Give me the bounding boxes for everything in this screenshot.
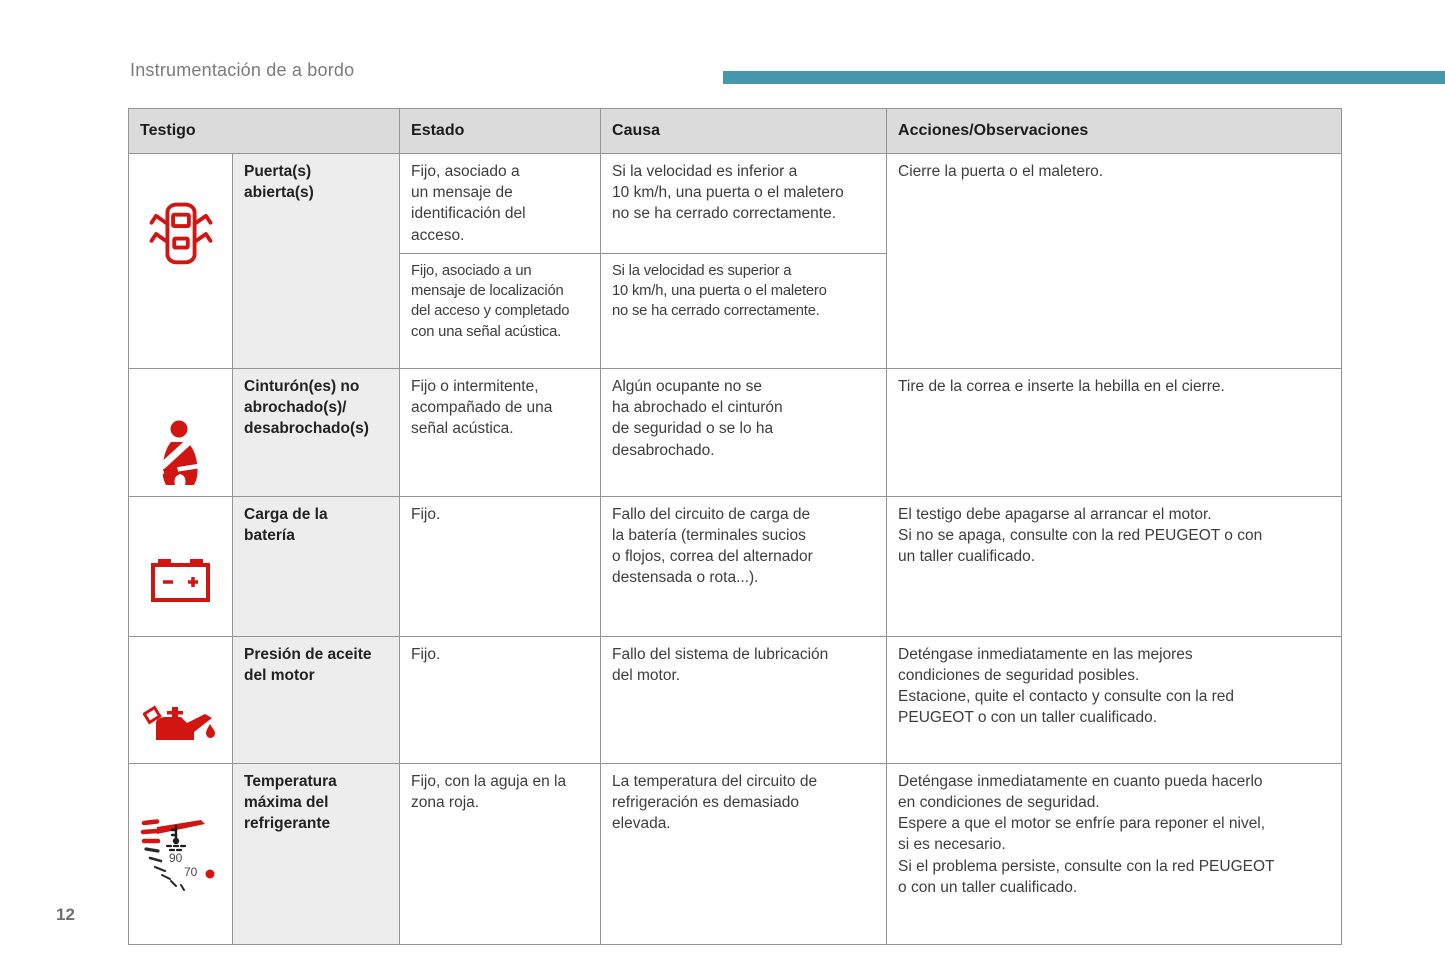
estado-cell: Fijo. xyxy=(399,495,602,637)
column-header-causa: Causa xyxy=(600,108,888,154)
column-header-acciones: Acciones/Observaciones xyxy=(886,108,1343,154)
testigo-icon-cell xyxy=(128,495,233,637)
estado-cell: Fijo o intermitente, acompañado de una s… xyxy=(399,367,602,497)
acciones-cell: Deténgase inmediatamente en cuanto pueda… xyxy=(886,762,1343,945)
gauge-label-90: 90 xyxy=(169,851,183,865)
acciones-cell: El testigo debe apagarse al arrancar el … xyxy=(886,495,1343,637)
table-row-oil: Presión de aceite del motor Fijo. Fallo … xyxy=(128,635,1343,764)
seatbelt-warning-icon xyxy=(153,398,209,495)
acciones-cell: Deténgase inmediatamente en las mejores … xyxy=(886,635,1343,764)
page-number: 12 xyxy=(56,905,75,924)
causa-cell: Fallo del sistema de lubricación del mot… xyxy=(600,635,888,764)
acciones-cell: Tire de la correa e inserte la hebilla e… xyxy=(886,367,1343,497)
table-row-doors-sub: Fijo, asociado a un mensaje de localizac… xyxy=(129,252,1342,369)
oil-pressure-warning-icon xyxy=(141,682,219,755)
causa-cell: Fallo del circuito de carga de la baterí… xyxy=(600,495,888,637)
accent-bar xyxy=(723,71,1445,84)
estado-cell: Fijo. xyxy=(399,635,602,764)
causa-cell: Si la velocidad es inferior a 10 km/h, u… xyxy=(600,153,888,254)
door-open-warning-icon xyxy=(145,179,217,274)
testigo-label: Temperatura máxima del refrigerante xyxy=(231,762,401,945)
testigo-icon-cell xyxy=(128,635,233,764)
table-row-coolant: 90 70 Temperatura máxima del refrigerant… xyxy=(128,762,1343,945)
testigo-label: Presión de aceite del motor xyxy=(231,635,401,764)
column-header-estado: Estado xyxy=(399,108,602,154)
testigo-icon-cell xyxy=(128,367,233,497)
gauge-label-70: 70 xyxy=(184,865,198,879)
causa-cell: La temperatura del circuito de refrigera… xyxy=(600,762,888,945)
causa-cell: Si la velocidad es superior a 10 km/h, u… xyxy=(600,252,888,369)
coolant-temperature-warning-icon: 90 70 xyxy=(139,793,223,900)
estado-cell: Fijo, asociado a un mensaje de localizac… xyxy=(399,252,602,369)
table-row-battery: Carga de la batería Fijo. Fallo del circ… xyxy=(128,495,1343,637)
table-header-row: Testigo Estado Causa Acciones/Observacio… xyxy=(127,108,1343,154)
page-title: Instrumentación de a bordo xyxy=(130,60,355,80)
testigo-label: Carga de la batería xyxy=(231,495,401,637)
testigo-label: Puerta(s) abierta(s) xyxy=(231,153,401,369)
acciones-cell: Cierre la puerta o el maletero. xyxy=(886,153,1343,369)
causa-cell: Algún ocupante no se ha abrochado el cin… xyxy=(600,367,888,497)
battery-charge-warning-icon xyxy=(149,534,213,611)
table-row-doors: Puerta(s) abierta(s) Fijo, asociado a un… xyxy=(128,153,1343,369)
table-row-seatbelt: Cinturón(es) no abrochado(s)/ desabrocha… xyxy=(128,367,1343,497)
estado-cell: Fijo, asociado a un mensaje de identific… xyxy=(399,153,602,254)
testigo-icon-cell: 90 70 xyxy=(128,762,233,945)
testigo-icon-cell xyxy=(128,153,233,369)
testigo-label: Cinturón(es) no abrochado(s)/ desabrocha… xyxy=(231,367,401,497)
column-header-testigo: Testigo xyxy=(127,108,401,154)
estado-cell: Fijo, con la aguja en la zona roja. xyxy=(399,762,602,945)
warning-lights-table: Testigo Estado Causa Acciones/Observacio… xyxy=(127,108,1343,945)
